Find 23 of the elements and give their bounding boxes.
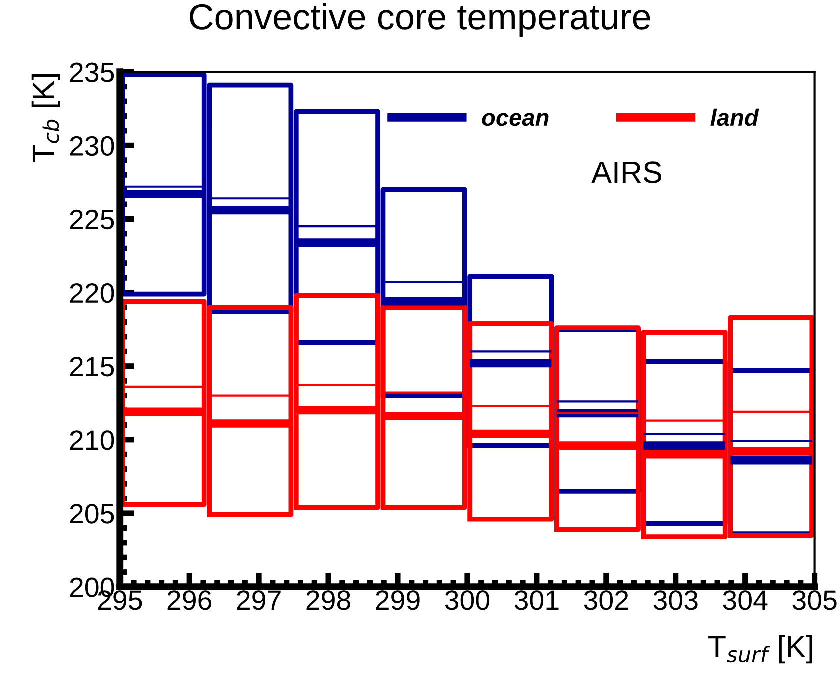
y-axis-title: T$_{cb}$ [K] — [32, 74, 60, 162]
x-axis-title: T$_{surf}$ [K] — [708, 635, 812, 664]
annotation: AIRS — [592, 162, 662, 184]
y-tick-label: 210 — [70, 430, 114, 450]
y-tick-label: 235 — [70, 62, 114, 82]
chart-title: Convective core temperature — [190, 3, 650, 38]
x-tick-label: 298 — [306, 590, 350, 610]
y-tick-label: 225 — [70, 210, 114, 230]
y-tick-label: 215 — [70, 357, 114, 377]
x-tick-label: 303 — [654, 590, 698, 610]
legend-label: ocean — [482, 113, 549, 126]
y-tick-label: 205 — [70, 504, 114, 524]
x-tick-label: 304 — [723, 590, 768, 610]
x-tick-label: 297 — [237, 590, 281, 610]
x-tick-label: 305 — [792, 590, 837, 610]
y-tick-label: 220 — [70, 283, 114, 304]
x-tick-label: 302 — [584, 590, 628, 610]
x-tick-label: 300 — [445, 590, 490, 610]
y-tick-label: 230 — [70, 136, 114, 156]
x-tick-label: 299 — [376, 590, 420, 610]
x-tick-label: 296 — [168, 590, 212, 610]
x-tick-label: 301 — [514, 590, 559, 610]
legend-label: land — [710, 108, 760, 126]
